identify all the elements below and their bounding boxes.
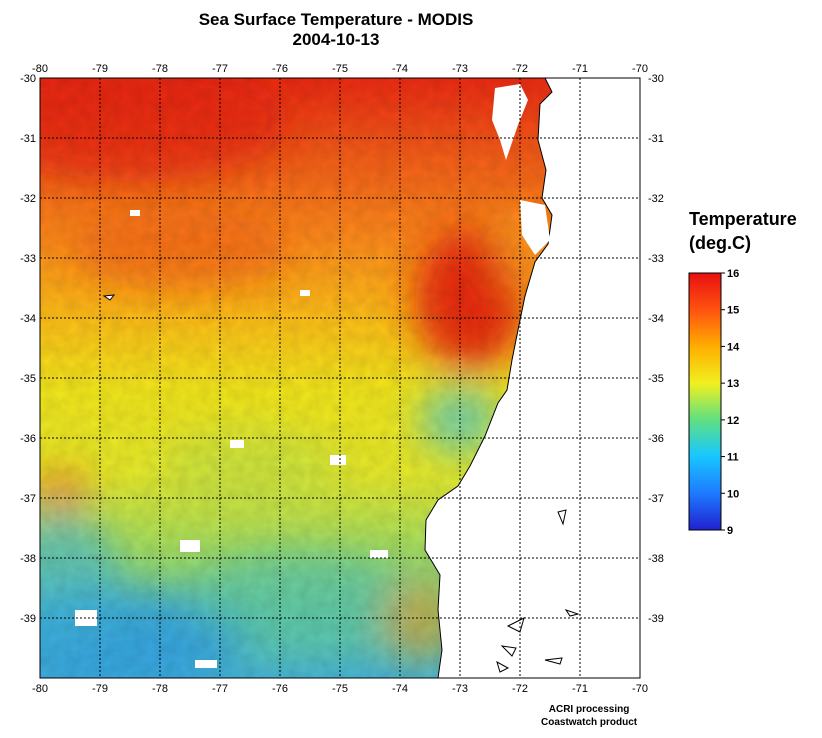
lat-label-right: -33 bbox=[648, 253, 664, 265]
lat-label-right: -30 bbox=[648, 73, 664, 85]
axis-labels: -80 -80 -79 -79 -78 -78 -77 -77 -76 -76 -75 -75 -74 -… bbox=[20, 63, 664, 695]
credits-line-1: ACRI processing bbox=[548, 704, 630, 715]
lat-label-right: -31 bbox=[648, 133, 664, 145]
lon-label-top: -77 bbox=[212, 63, 228, 75]
lon-label-bottom: -74 bbox=[392, 683, 408, 695]
colorbar-tick-label: 16 bbox=[727, 268, 739, 280]
color-legend: 16 15 14 13 12 11 10 9 bbox=[688, 268, 740, 537]
lon-label-top: -76 bbox=[272, 63, 288, 75]
lon-label-bottom: -72 bbox=[512, 683, 528, 695]
colorbar-tick-label: 14 bbox=[727, 341, 740, 353]
lon-label-top: -70 bbox=[632, 63, 648, 75]
lat-label-left: -34 bbox=[20, 313, 36, 325]
lon-label-top: -73 bbox=[452, 63, 468, 75]
lon-label-bottom: -79 bbox=[92, 683, 108, 695]
map-grid bbox=[40, 78, 640, 678]
credits-line-2: Coastwatch product bbox=[541, 717, 638, 728]
title-line-1: Sea Surface Temperature - MODIS bbox=[198, 10, 474, 29]
lon-label-bottom: -73 bbox=[452, 683, 468, 695]
lon-label-top: -78 bbox=[152, 63, 168, 75]
title-date: 2004-10-13 bbox=[292, 30, 380, 49]
lon-label-bottom: -78 bbox=[152, 683, 168, 695]
legend-title-line-1: Temperature bbox=[689, 209, 797, 229]
lat-label-left: -32 bbox=[20, 193, 36, 205]
lon-label-bottom: -75 bbox=[332, 683, 348, 695]
colorbar-tick-label: 15 bbox=[727, 305, 739, 317]
offshore-islands bbox=[102, 294, 580, 673]
map-title: Sea Surface Temperature - MODIS 2004-10-… bbox=[199, 10, 474, 50]
lat-label-right: -37 bbox=[648, 493, 664, 505]
lat-label-left: -36 bbox=[20, 433, 36, 445]
lon-label-top: -75 bbox=[332, 63, 348, 75]
lat-label-right: -35 bbox=[648, 373, 664, 385]
lat-label-left: -31 bbox=[20, 133, 36, 145]
colorbar bbox=[688, 272, 722, 531]
lon-label-top: -80 bbox=[32, 63, 48, 75]
lon-label-bottom: -71 bbox=[572, 683, 588, 695]
lon-label-top: -72 bbox=[512, 63, 528, 75]
lat-label-left: -35 bbox=[20, 373, 36, 385]
lon-label-bottom: -76 bbox=[272, 683, 288, 695]
lon-label-top: -79 bbox=[92, 63, 108, 75]
credits: ACRI processing Coastwatch product bbox=[541, 703, 637, 729]
lon-label-bottom: -80 bbox=[32, 683, 48, 695]
legend-title: Temperature (deg.C) bbox=[689, 207, 797, 255]
lat-label-right: -36 bbox=[648, 433, 664, 445]
lat-label-left: -39 bbox=[20, 613, 36, 625]
colorbar-tick-label: 13 bbox=[727, 378, 739, 390]
colorbar-tick-label: 11 bbox=[727, 452, 739, 464]
sst-field bbox=[40, 78, 640, 678]
lon-label-bottom: -77 bbox=[212, 683, 228, 695]
map-frame bbox=[39, 77, 641, 679]
lat-label-left: -30 bbox=[20, 73, 36, 85]
lat-label-right: -34 bbox=[648, 313, 664, 325]
lat-label-right: -39 bbox=[648, 613, 664, 625]
lat-label-left: -38 bbox=[20, 553, 36, 565]
lat-label-right: -38 bbox=[648, 553, 664, 565]
colorbar-tick-label: 9 bbox=[727, 525, 733, 537]
cloud-mask bbox=[75, 84, 550, 668]
lat-label-left: -33 bbox=[20, 253, 36, 265]
lat-label-left: -37 bbox=[20, 493, 36, 505]
colorbar-tick-label: 10 bbox=[727, 488, 739, 500]
colorbar-ticks: 16 15 14 13 12 11 10 9 bbox=[721, 268, 740, 537]
colorbar-tick-label: 12 bbox=[727, 415, 739, 427]
lon-label-top: -74 bbox=[392, 63, 408, 75]
lon-label-bottom: -70 bbox=[632, 683, 648, 695]
legend-title-line-2: (deg.C) bbox=[689, 233, 751, 253]
lon-label-top: -71 bbox=[572, 63, 588, 75]
lat-label-right: -32 bbox=[648, 193, 664, 205]
